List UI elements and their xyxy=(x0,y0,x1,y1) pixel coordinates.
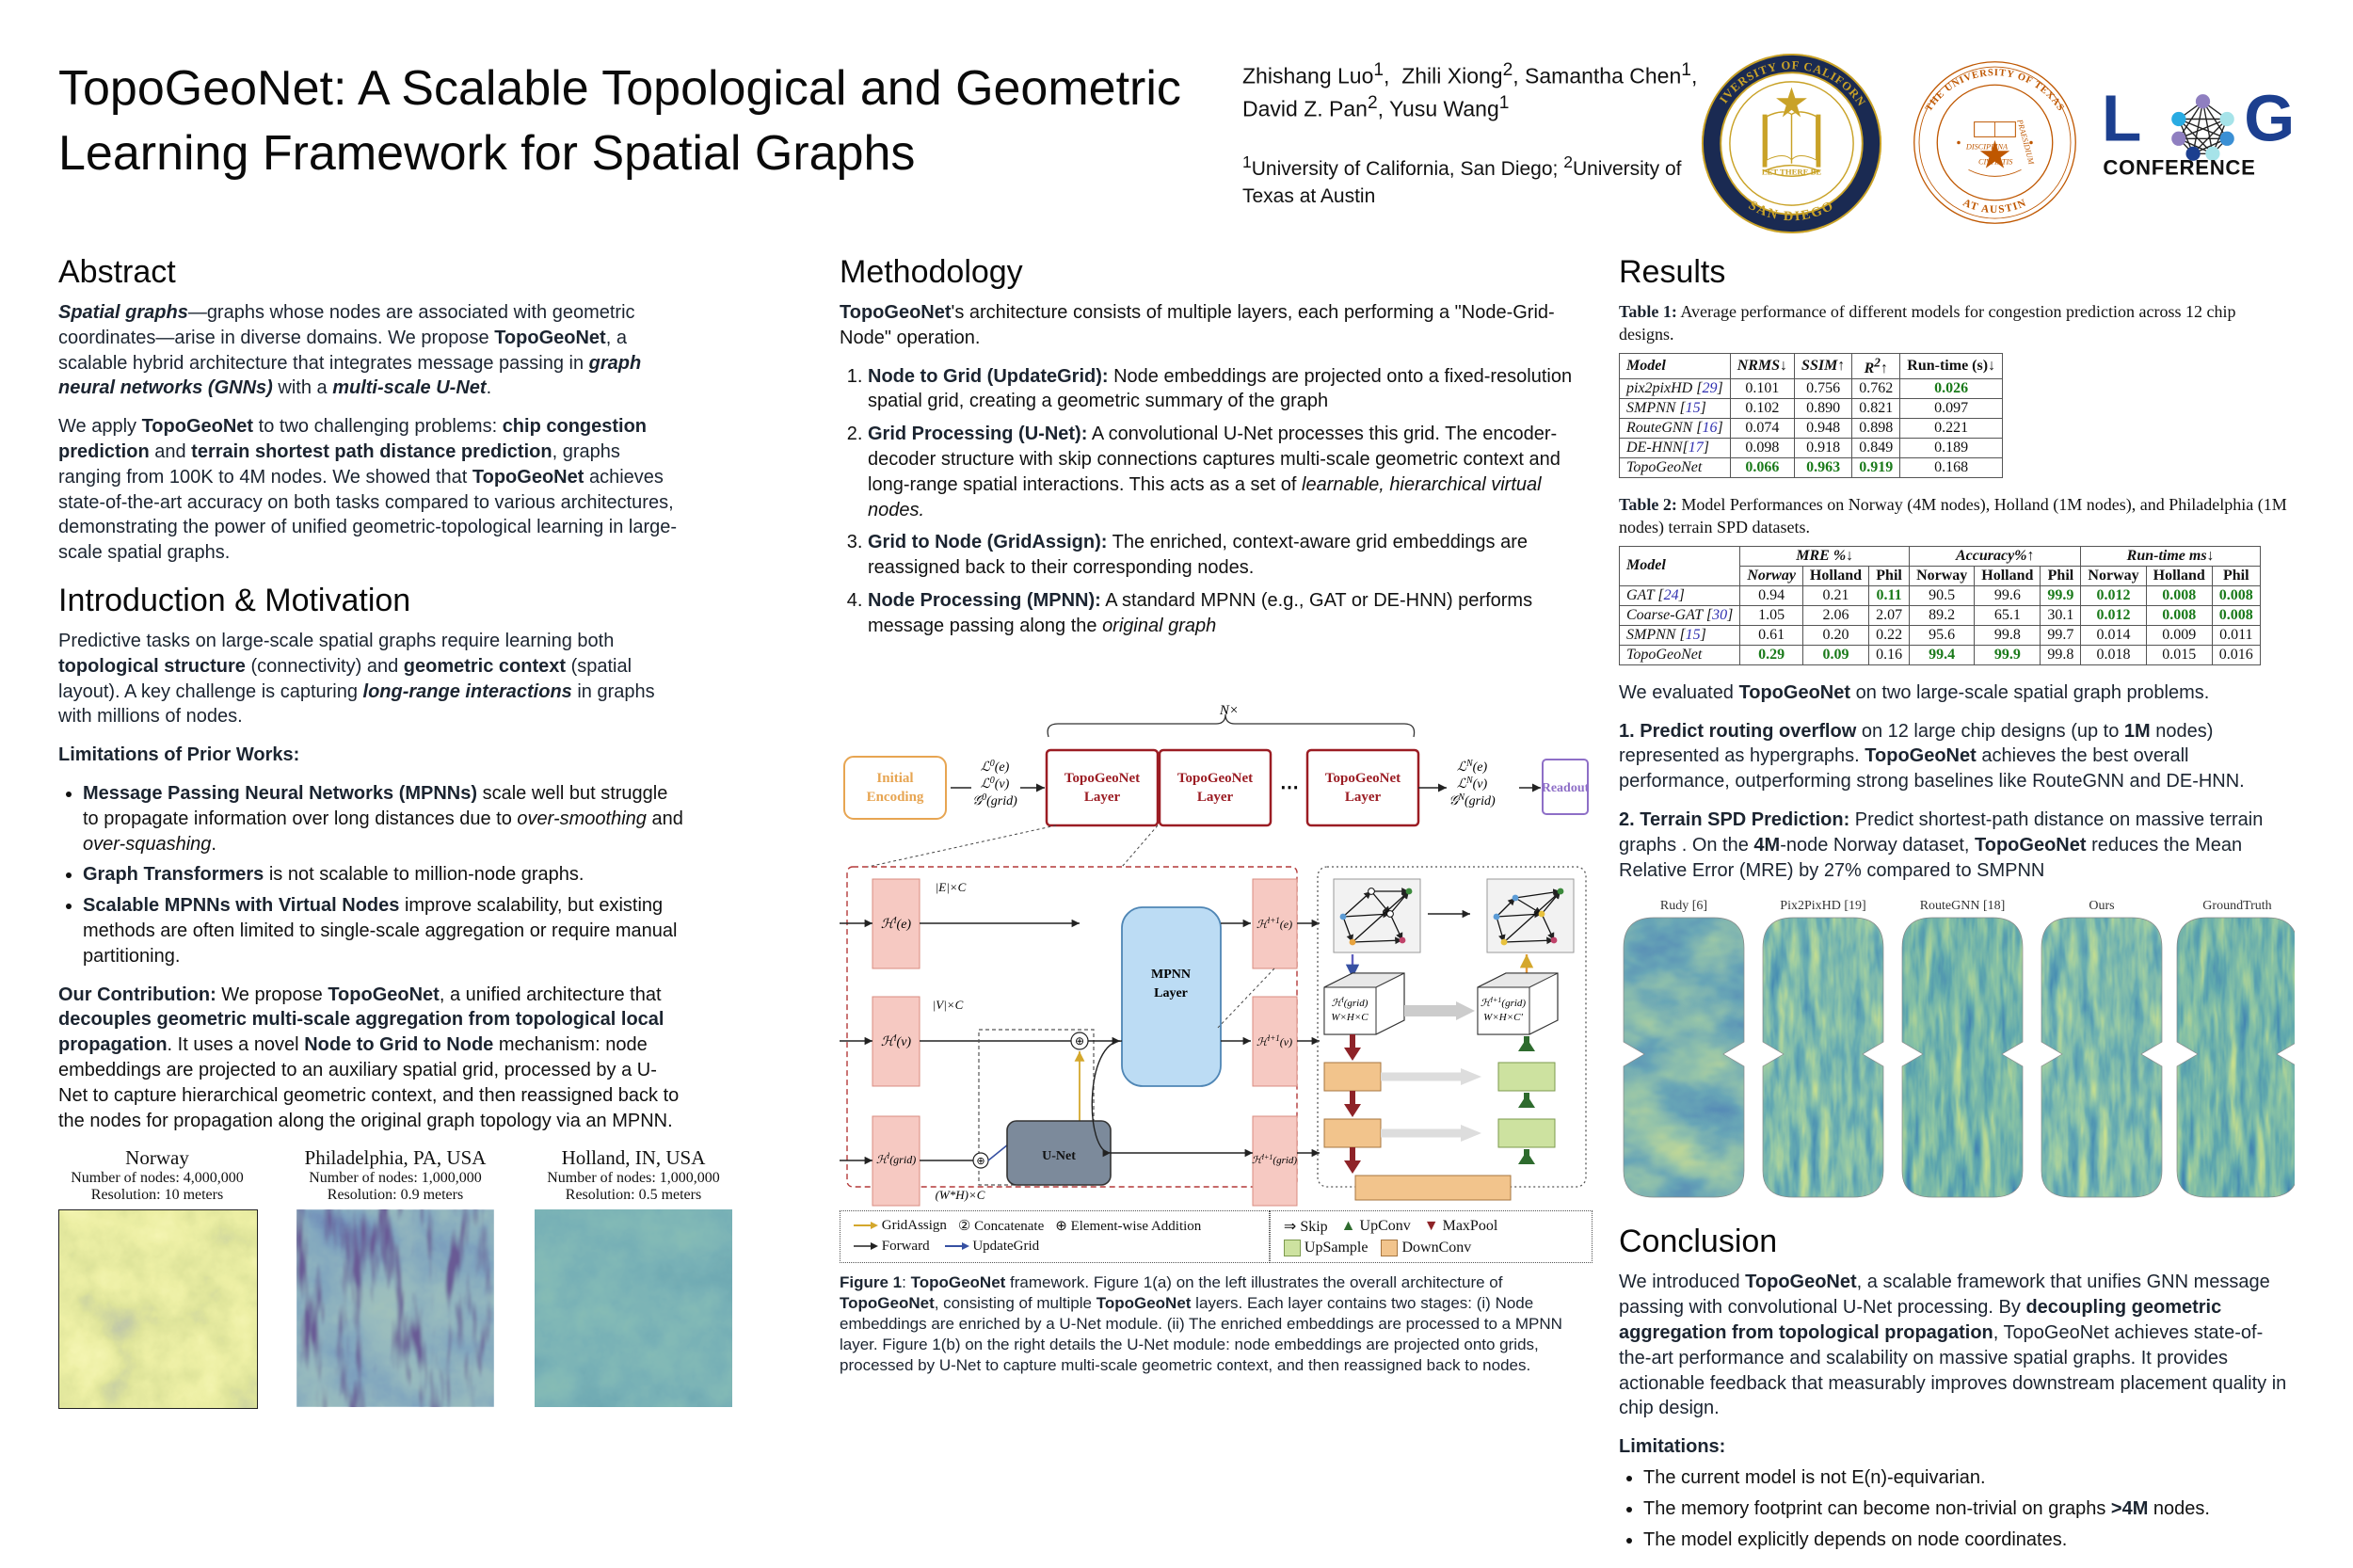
svg-text:|E|×C: |E|×C xyxy=(936,880,967,894)
svg-text:Encoding: Encoding xyxy=(867,790,924,805)
svg-text:⊕: ⊕ xyxy=(976,1156,984,1167)
svg-text:N×: N× xyxy=(1219,703,1239,718)
svg-text:ℒ0(e): ℒ0(e) xyxy=(981,758,1010,775)
svg-text:TopoGeoNet: TopoGeoNet xyxy=(1325,771,1401,786)
svg-text:ℒ0(v): ℒ0(v) xyxy=(981,775,1010,792)
svg-text:TopoGeoNet: TopoGeoNet xyxy=(1177,771,1253,786)
svg-text:Layer: Layer xyxy=(1345,790,1382,805)
svg-text:Ours: Ours xyxy=(2089,899,2114,913)
svg-text:Readout: Readout xyxy=(1542,781,1590,795)
svg-text:ℋl+1(grid): ℋl+1(grid) xyxy=(1481,995,1527,1009)
svg-text:Layer: Layer xyxy=(1197,790,1234,805)
svg-text:ℋl(grid): ℋl(grid) xyxy=(1332,995,1369,1009)
svg-text:𝒢0(grid): 𝒢0(grid) xyxy=(972,792,1017,808)
svg-text:⋯: ⋯ xyxy=(1280,777,1299,798)
svg-text:W×H×C: W×H×C xyxy=(1331,1012,1369,1023)
svg-text:ℋl(v): ℋl(v) xyxy=(881,1032,912,1049)
svg-text:LET THERE BE: LET THERE BE xyxy=(1762,167,1822,176)
svg-text:U-Net: U-Net xyxy=(1042,1149,1076,1163)
svg-text:MPNN: MPNN xyxy=(1151,968,1191,982)
svg-text:|V|×C: |V|×C xyxy=(933,998,964,1012)
svg-text:Initial: Initial xyxy=(876,771,913,786)
svg-text:Pix2PixHD [19]: Pix2PixHD [19] xyxy=(1780,899,1865,913)
svg-text:RouteGNN [18]: RouteGNN [18] xyxy=(1920,899,2006,913)
svg-text:DISCIPLINA: DISCIPLINA xyxy=(1965,143,2009,152)
svg-text:G: G xyxy=(2244,81,2295,154)
svg-text:(W*H)×C: (W*H)×C xyxy=(936,1188,985,1202)
svg-text:⊕: ⊕ xyxy=(1075,1034,1084,1048)
svg-text:CONFERENCE: CONFERENCE xyxy=(2103,155,2255,179)
svg-text:GroundTruth: GroundTruth xyxy=(2202,899,2271,913)
svg-text:ℒN(v): ℒN(v) xyxy=(1457,775,1488,792)
svg-text:TopoGeoNet: TopoGeoNet xyxy=(1064,771,1140,786)
svg-text:ℋl+1(grid): ℋl+1(grid) xyxy=(1252,1152,1298,1166)
svg-text:W×H×C': W×H×C' xyxy=(1483,1012,1523,1023)
svg-text:ℋl(e): ℋl(e) xyxy=(881,915,912,932)
svg-text:ℋl(grid): ℋl(grid) xyxy=(876,1151,916,1166)
svg-text:Layer: Layer xyxy=(1154,986,1188,1000)
svg-text:ℒN(e): ℒN(e) xyxy=(1457,758,1488,775)
svg-text:𝒢N(grid): 𝒢N(grid) xyxy=(1449,792,1496,808)
svg-text:Layer: Layer xyxy=(1084,790,1121,805)
svg-text:L: L xyxy=(2102,81,2141,154)
svg-text:Rudy [6]: Rudy [6] xyxy=(1660,899,1707,913)
